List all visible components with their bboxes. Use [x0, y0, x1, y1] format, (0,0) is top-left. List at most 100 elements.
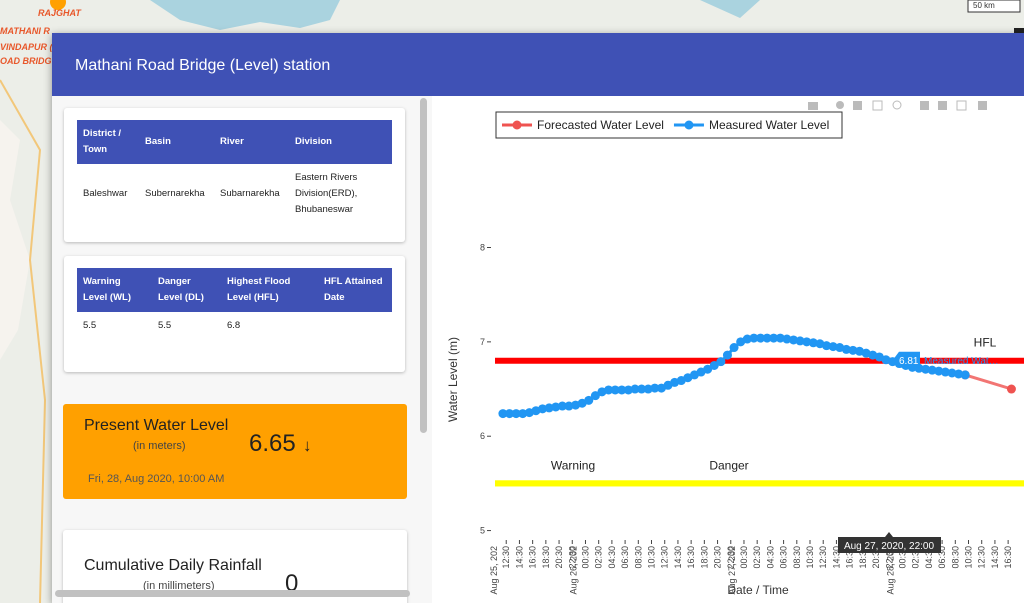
data-point: [584, 395, 594, 405]
table-header-cell: Highest Flood Level (HFL): [221, 268, 318, 312]
table-header-cell: Danger Level (DL): [152, 268, 221, 312]
x-tick-label: 04:30: [924, 546, 934, 569]
data-point: [630, 384, 640, 394]
x-tick-label: 20:30: [871, 546, 881, 569]
x-tick-label: 10:30: [805, 546, 815, 569]
data-point: [551, 402, 561, 412]
data-point: [703, 364, 713, 374]
reference-label: HFL: [974, 336, 997, 350]
x-tick-label: 22:30: [726, 546, 736, 569]
scrollbar[interactable]: [55, 590, 410, 597]
map-label: VINDAPUR (: [0, 42, 53, 52]
table-header: Warning Level (WL) Danger Level (DL) Hig…: [77, 268, 392, 312]
x-axis-title: Date / Time: [727, 583, 789, 597]
data-point: [960, 370, 970, 380]
modebar-button[interactable]: [978, 101, 987, 110]
x-date-label: Aug 26, 202: [568, 546, 578, 595]
hover-x-box: [838, 537, 941, 553]
scrollbar[interactable]: [420, 98, 427, 433]
x-tick-label: 00:30: [739, 546, 749, 569]
station-modal: Mathani Road Bridge (Level) station Dist…: [52, 33, 1024, 603]
x-tick-label: 00:30: [897, 546, 907, 569]
legend-label: Forecasted Water Level: [537, 118, 664, 132]
data-point: [617, 385, 627, 395]
table-header-cell: Warning Level (WL): [77, 268, 152, 312]
hover-x-pointer: [885, 532, 893, 537]
modebar-button[interactable]: [956, 100, 967, 111]
hover-series: Measured Wat…: [924, 356, 999, 367]
legend-label: Measured Water Level: [709, 118, 829, 132]
table-cell: [318, 312, 392, 340]
data-point: [927, 365, 937, 375]
x-tick-label: 20:30: [554, 546, 564, 569]
map-water: [150, 0, 340, 30]
data-point: [954, 369, 964, 379]
modebar-button[interactable]: [836, 101, 844, 109]
map-scale-label: 50 km: [973, 1, 995, 10]
data-point: [940, 367, 950, 377]
x-tick-label: 08:30: [633, 546, 643, 569]
map-label: MATHANI R: [0, 26, 50, 36]
modebar-button[interactable]: [938, 101, 947, 110]
map-marker[interactable]: [50, 0, 66, 10]
data-point: [709, 360, 719, 370]
x-tick-label: 10:30: [964, 546, 974, 569]
data-point: [921, 364, 931, 374]
modebar-button[interactable]: [872, 100, 883, 111]
data-point: [762, 333, 772, 343]
data-point: [643, 384, 653, 394]
trend-arrow: ↓: [303, 436, 312, 455]
data-point: [742, 334, 752, 344]
modebar-button[interactable]: [808, 102, 818, 110]
y-axis-title: Water Level (m): [446, 337, 460, 422]
x-tick-label: 04:30: [607, 546, 617, 569]
y-tick-label: 5: [480, 526, 485, 536]
x-tick-label: 02:30: [594, 546, 604, 569]
x-tick-label: 16:30: [845, 546, 855, 569]
modebar-button[interactable]: [853, 101, 862, 110]
table-header: District / Town Basin River Division: [77, 120, 392, 164]
data-point: [557, 401, 567, 411]
modebar-button[interactable]: [892, 100, 902, 110]
modebar-button[interactable]: [920, 101, 929, 110]
data-point: [828, 342, 838, 352]
table-cell: Baleshwar: [83, 188, 128, 199]
x-tick-label: 22:30: [567, 546, 577, 569]
x-tick-label: 16:30: [1003, 546, 1013, 569]
data-point: [604, 385, 614, 395]
x-tick-label: 02:30: [752, 546, 762, 569]
data-point: [511, 409, 521, 419]
x-tick-label: 22:30: [884, 546, 894, 569]
levels-table: Warning Level (WL) Danger Level (DL) Hig…: [77, 268, 392, 340]
x-tick-label: 14:30: [831, 546, 841, 569]
x-tick-label: 02:30: [911, 546, 921, 569]
station-card: District / Town Basin River Division Bal…: [64, 108, 405, 242]
x-tick-label: 18:30: [699, 546, 709, 569]
data-point: [538, 404, 548, 414]
data-point: [722, 350, 732, 360]
station-table: District / Town Basin River Division Bal…: [77, 120, 392, 224]
data-point: [729, 343, 739, 353]
x-date-label: Aug 27, 202: [727, 546, 737, 595]
data-point: [822, 341, 832, 351]
data-point: [650, 383, 660, 393]
data-point: [505, 409, 515, 419]
data-point: [610, 385, 620, 395]
table-header-cell: HFL Attained Date: [318, 268, 392, 312]
y-tick-label: 6: [480, 431, 485, 441]
x-tick-label: 12:30: [818, 546, 828, 569]
chart-background: [432, 96, 1024, 603]
info-panel: District / Town Basin River Division Bal…: [52, 96, 432, 603]
data-point: [544, 403, 554, 413]
data-point: [1006, 384, 1016, 394]
data-point: [808, 338, 818, 348]
data-point: [802, 337, 812, 347]
map-scale: [967, 0, 1021, 13]
legend: [495, 111, 843, 139]
table-row: 5.5 5.5 6.8: [77, 312, 392, 340]
data-point: [947, 368, 957, 378]
x-date-label: Aug 28, 202: [885, 546, 895, 595]
data-point: [782, 334, 792, 344]
x-tick-label: 06:30: [937, 546, 947, 569]
